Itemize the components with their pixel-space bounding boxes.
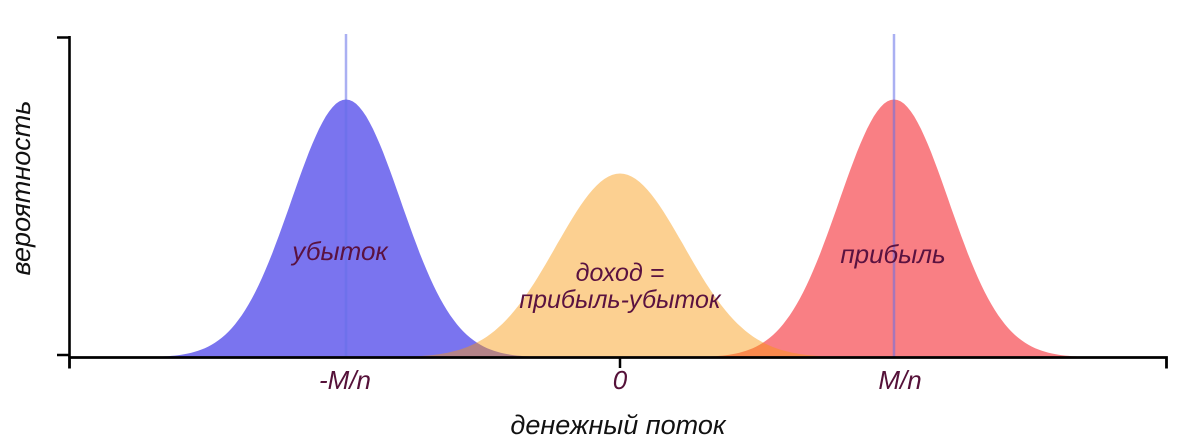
tick-label-minus-m-n: -M/n: [319, 365, 371, 395]
income-distribution-curve: [326, 173, 914, 358]
income-curve-label-line2: прибыль-убыток: [519, 286, 722, 314]
x-axis: [68, 356, 1168, 369]
loss-curve-label: убыток: [290, 236, 389, 266]
income-curve-label-line1: доход =: [576, 259, 665, 287]
x-axis-label: денежный поток: [510, 410, 726, 440]
tick-label-zero: 0: [613, 365, 628, 395]
y-axis: [57, 36, 71, 358]
curves-layer: [93, 99, 1147, 358]
y-axis-label: вероятность: [6, 101, 36, 276]
tick-label-m-n: M/n: [878, 365, 921, 395]
profit-curve-label: прибыль: [840, 239, 945, 269]
marker-lines-layer: [344, 34, 896, 357]
